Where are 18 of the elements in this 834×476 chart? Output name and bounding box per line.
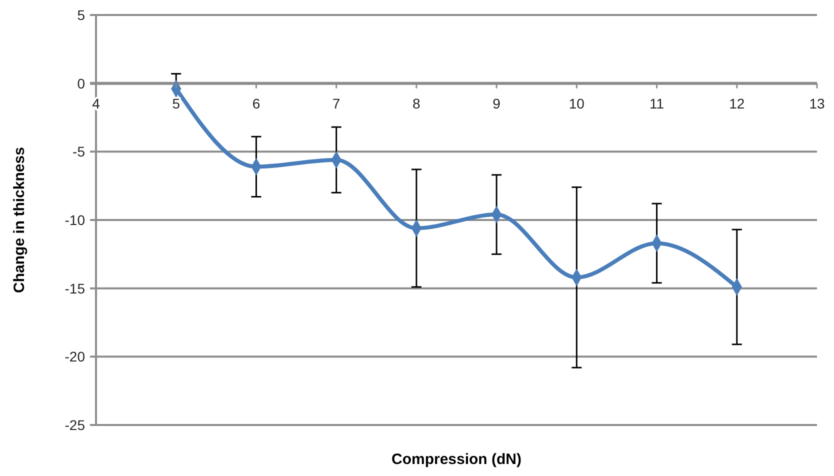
- y-tick-label: 5: [77, 7, 86, 23]
- x-tick-label: 8: [412, 95, 421, 112]
- y-tick-label: -5: [72, 144, 86, 160]
- x-tick-label: 12: [729, 95, 745, 112]
- y-tick-label: -15: [64, 280, 86, 296]
- y-axis-title: Change in thickness: [11, 147, 28, 293]
- x-tick-label: 10: [568, 95, 585, 112]
- x-tick-label: 9: [492, 95, 501, 112]
- x-tick-label: 13: [809, 95, 825, 112]
- x-tick-label: 4: [92, 95, 100, 112]
- x-tick-label: 7: [332, 95, 340, 112]
- x-tick-label: 11: [650, 95, 664, 112]
- x-axis-title: Compression (dN): [391, 451, 522, 468]
- y-tick-label: 0: [77, 75, 86, 92]
- y-tick-label: -25: [64, 417, 86, 433]
- x-tick-label: 6: [252, 95, 260, 112]
- y-tick-label: -10: [64, 212, 86, 228]
- y-tick-label: -20: [64, 348, 86, 365]
